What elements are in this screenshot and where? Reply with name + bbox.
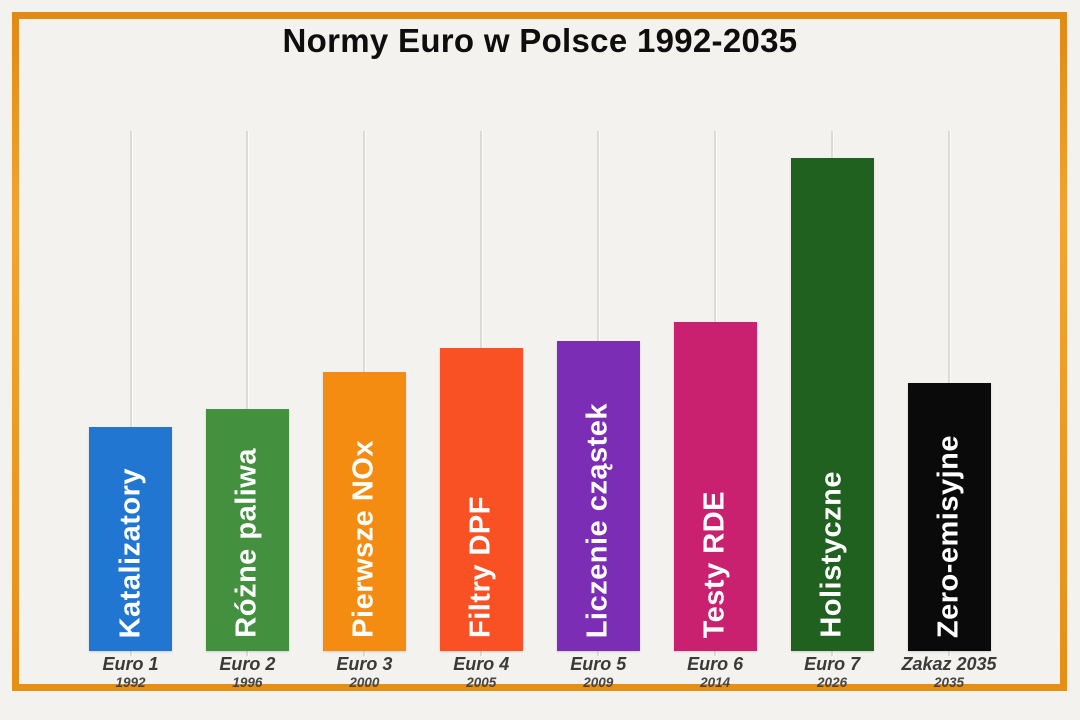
year-label-euro-5: 2009 [583, 675, 614, 690]
bar-label-euro-5: Liczenie cząstek [581, 402, 614, 638]
bar-label-zakaz-2035: Zero-emisyjne [932, 434, 965, 638]
bar-euro-4: Filtry DPF [439, 348, 523, 651]
category-label-euro-3: Euro 3 [336, 654, 393, 674]
year-label-euro-4: 2005 [466, 675, 497, 690]
bar-label-euro-7: Holistyczne [815, 471, 848, 638]
category-label-euro-5: Euro 5 [570, 654, 627, 674]
year-label-euro-6: 2014 [700, 675, 731, 690]
guide-line-euro-2 [246, 131, 249, 656]
category-label-zakaz-2035: Zakaz 2035 [901, 654, 997, 674]
bar-label-euro-3: Pierwsze NOx [347, 440, 380, 638]
category-label-euro-7: Euro 7 [804, 654, 861, 674]
guide-line-euro-1 [129, 131, 132, 656]
year-label-euro-3: 2000 [349, 675, 380, 690]
category-label-euro-1: Euro 1 [102, 654, 159, 674]
page-title: Normy Euro w Polsce 1992-2035 [282, 22, 798, 59]
bar-euro-3: Pierwsze NOx [322, 372, 406, 651]
bar-euro-2: Różne paliwa [205, 409, 289, 651]
bar-zakaz-2035: Zero-emisyjne [907, 383, 991, 651]
year-label-euro-7: 2026 [817, 675, 848, 690]
category-label-euro-2: Euro 2 [219, 654, 276, 674]
bar-euro-1: Katalizatory [89, 427, 172, 651]
bar-label-euro-6: Testy RDE [698, 490, 731, 638]
border-frame [12, 12, 1067, 691]
bar-label-euro-4: Filtry DPF [464, 496, 497, 638]
year-label-euro-2: 1996 [232, 675, 263, 690]
bar-euro-6: Testy RDE [673, 322, 757, 651]
bar-euro-7: Holistyczne [790, 158, 874, 651]
bar-euro-5: Liczenie cząstek [556, 341, 640, 651]
bar-label-euro-2: Różne paliwa [230, 448, 263, 638]
bar-label-euro-1: Katalizatory [114, 467, 146, 638]
year-label-euro-1: 1992 [115, 675, 146, 690]
category-label-euro-4: Euro 4 [453, 654, 510, 674]
category-label-euro-6: Euro 6 [687, 654, 744, 674]
year-label-zakaz-2035: 2035 [933, 675, 965, 690]
